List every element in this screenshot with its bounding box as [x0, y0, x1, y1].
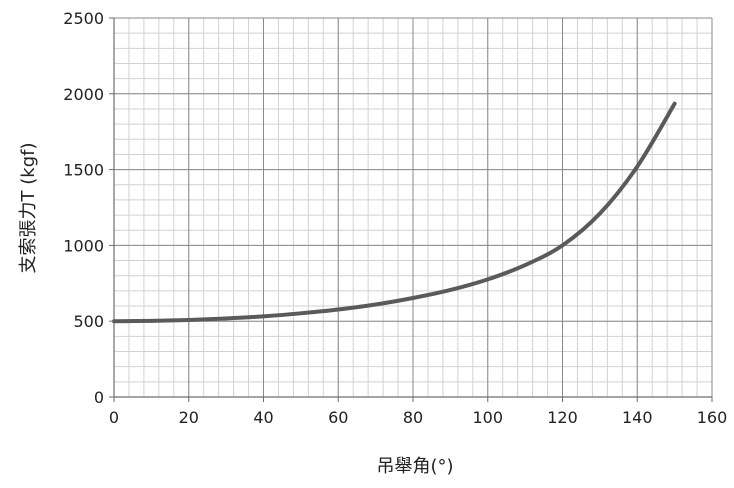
- y-axis-ticks: 0 500 1000 1500 2000 2500: [63, 9, 114, 407]
- y-tick-label: 2000: [63, 85, 104, 104]
- y-tick-label: 1500: [63, 161, 104, 180]
- y-axis-label: 支索張力T (kgf): [18, 143, 39, 274]
- x-tick-label: 100: [472, 408, 503, 427]
- x-axis-ticks: 0 20 40 60 80 100 120 140 160: [109, 397, 727, 427]
- series-line: [114, 104, 675, 322]
- x-tick-label: 140: [622, 408, 653, 427]
- x-tick-label: 40: [253, 408, 273, 427]
- x-tick-label: 20: [179, 408, 199, 427]
- x-tick-label: 160: [697, 408, 728, 427]
- x-tick-label: 120: [547, 408, 578, 427]
- x-tick-label: 80: [403, 408, 423, 427]
- y-tick-label: 2500: [63, 9, 104, 28]
- y-tick-label: 0: [94, 388, 104, 407]
- series-layer: [114, 104, 675, 322]
- y-tick-label: 500: [73, 312, 104, 331]
- x-tick-label: 0: [109, 408, 119, 427]
- y-tick-label: 1000: [63, 236, 104, 255]
- x-tick-label: 60: [328, 408, 348, 427]
- x-axis-label: 吊舉角(°): [376, 456, 453, 477]
